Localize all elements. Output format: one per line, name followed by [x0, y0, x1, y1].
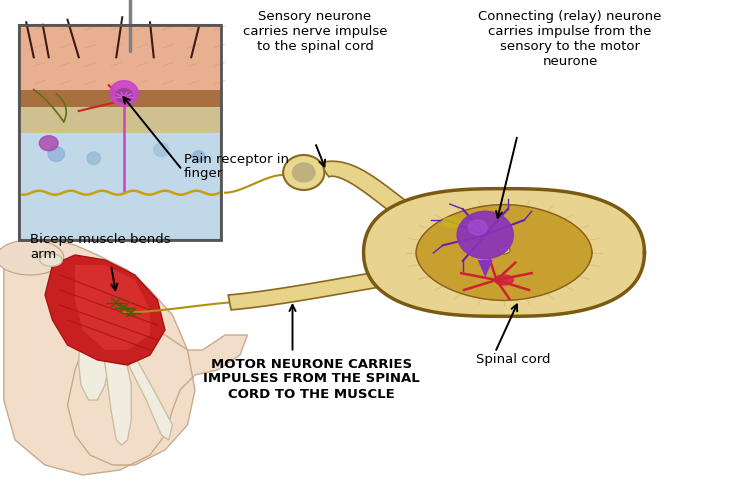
Polygon shape	[19, 106, 221, 132]
Polygon shape	[79, 265, 110, 400]
Ellipse shape	[0, 240, 64, 275]
Polygon shape	[75, 265, 150, 350]
Ellipse shape	[110, 80, 138, 106]
Polygon shape	[228, 265, 428, 310]
Ellipse shape	[468, 220, 488, 235]
Text: Spinal cord: Spinal cord	[476, 352, 550, 366]
Polygon shape	[19, 25, 221, 90]
Ellipse shape	[154, 142, 169, 156]
Text: MOTOR NEURONE CARRIES
IMPULSES FROM THE SPINAL
CORD TO THE MUSCLE: MOTOR NEURONE CARRIES IMPULSES FROM THE …	[202, 358, 420, 401]
Polygon shape	[45, 255, 165, 365]
Ellipse shape	[292, 163, 315, 182]
Polygon shape	[4, 240, 248, 475]
Ellipse shape	[495, 275, 513, 285]
Polygon shape	[104, 350, 131, 445]
Ellipse shape	[40, 254, 62, 266]
Text: Connecting (relay) neurone
carries impulse from the
sensory to the motor
neurone: Connecting (relay) neurone carries impul…	[478, 10, 662, 68]
Ellipse shape	[193, 150, 205, 162]
Text: Pain receptor in
finger: Pain receptor in finger	[184, 152, 289, 180]
Polygon shape	[478, 260, 493, 278]
Ellipse shape	[103, 346, 129, 360]
Ellipse shape	[457, 211, 513, 259]
Text: Biceps muscle bends
arm: Biceps muscle bends arm	[30, 232, 170, 260]
Ellipse shape	[284, 155, 324, 190]
Polygon shape	[116, 350, 172, 440]
Ellipse shape	[116, 88, 132, 102]
Polygon shape	[364, 188, 644, 316]
Ellipse shape	[87, 152, 100, 164]
Polygon shape	[19, 90, 221, 106]
Text: Sensory neurone
carries nerve impulse
to the spinal cord: Sensory neurone carries nerve impulse to…	[243, 10, 387, 53]
Polygon shape	[416, 204, 592, 300]
Circle shape	[498, 246, 510, 254]
Ellipse shape	[48, 146, 64, 162]
Polygon shape	[320, 161, 431, 230]
Ellipse shape	[39, 136, 58, 151]
Polygon shape	[19, 25, 221, 240]
Ellipse shape	[442, 218, 460, 228]
